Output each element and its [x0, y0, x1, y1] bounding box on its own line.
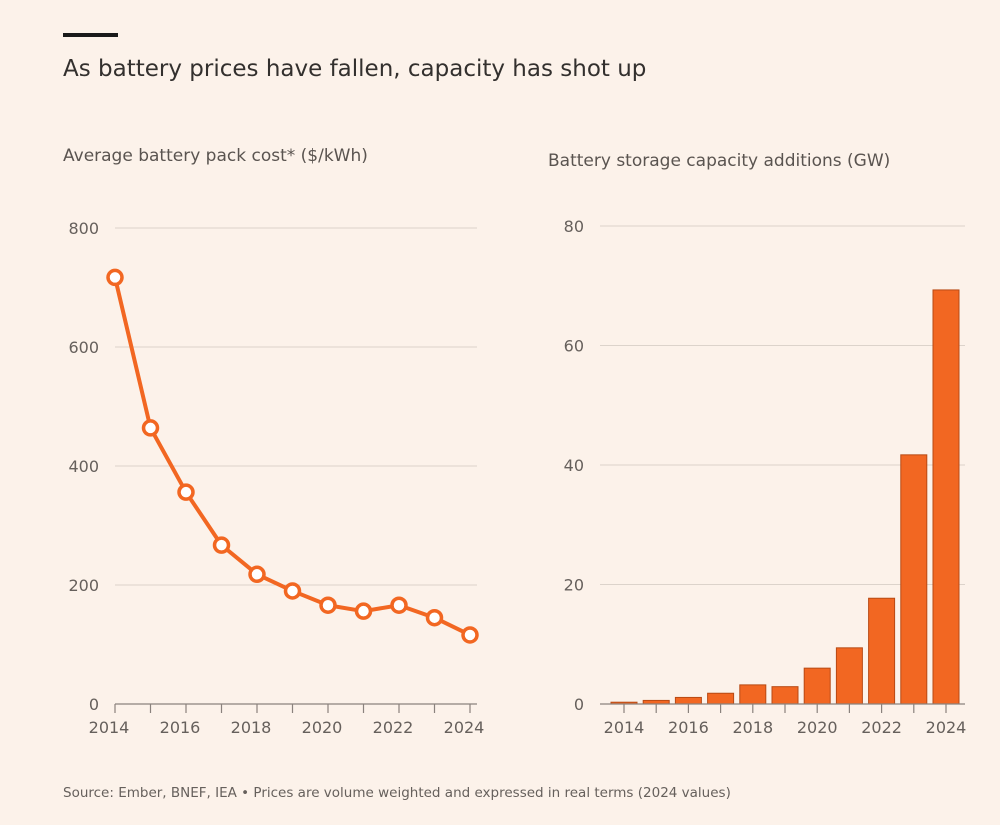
data-point: [106, 268, 124, 287]
x-tick-label: 2014: [604, 718, 645, 737]
x-tick-label: 2024: [444, 718, 485, 737]
y-tick-label: 600: [68, 338, 99, 357]
series-line: [113, 276, 471, 637]
data-point: [248, 565, 266, 584]
right-chart-title: Battery storage capacity additions (GW): [548, 151, 891, 171]
y-tick-label: 20: [564, 576, 584, 595]
y-tick-label: 80: [564, 217, 584, 236]
y-tick-label: 40: [564, 456, 584, 475]
x-tick-label: 2022: [373, 718, 414, 737]
x-tick-label: 2016: [160, 718, 201, 737]
y-tick-label: 0: [89, 695, 99, 714]
y-tick-label: 800: [68, 219, 99, 238]
data-point: [354, 602, 373, 620]
data-point: [461, 626, 479, 644]
bar: [707, 692, 735, 705]
data-point: [390, 596, 408, 614]
data-point: [425, 608, 444, 627]
bar: [771, 686, 799, 705]
x-tick-label: 2018: [231, 718, 272, 737]
bar: [835, 647, 863, 705]
y-tick-label: 200: [68, 576, 99, 595]
y-tick-label: 0: [574, 695, 584, 714]
title-rule: [63, 33, 118, 37]
x-tick-label: 2020: [797, 718, 838, 737]
data-point: [212, 536, 231, 554]
bar: [868, 597, 896, 705]
x-tick-label: 2020: [302, 718, 343, 737]
x-tick-label: 2014: [89, 718, 130, 737]
bar: [932, 289, 960, 705]
y-tick-label: 400: [68, 457, 99, 476]
x-tick-label: 2016: [668, 718, 709, 737]
bar: [803, 667, 831, 705]
x-tick-label: 2018: [732, 718, 773, 737]
data-point: [283, 582, 302, 600]
bar: [674, 696, 702, 705]
bar: [739, 684, 767, 705]
x-tick-label: 2024: [926, 718, 967, 737]
bar: [900, 454, 928, 705]
left-chart-title: Average battery pack cost* ($/kWh): [63, 146, 368, 166]
chart-title: As battery prices have fallen, capacity …: [63, 56, 647, 82]
data-point: [177, 483, 195, 501]
data-point: [319, 596, 337, 614]
data-point: [141, 419, 160, 437]
y-tick-label: 60: [564, 337, 584, 356]
x-tick-label: 2022: [861, 718, 902, 737]
source-note: Source: Ember, BNEF, IEA • Prices are vo…: [63, 785, 731, 801]
